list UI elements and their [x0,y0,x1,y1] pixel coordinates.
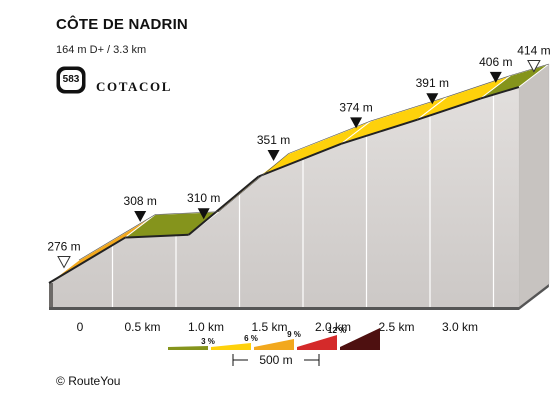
elevation-label: 276 m [47,240,80,254]
cotacol-logo: COTACOL [96,79,172,94]
profile-back-edge [78,63,549,261]
x-tick-label: 1.5 km [251,320,287,334]
climb-stats: 164 m D+ / 3.3 km [56,44,147,56]
x-tick-label: 0 [77,320,84,334]
profile-side-wall [49,87,519,307]
profile-edge [258,142,342,178]
elevation-marker-icon [350,117,363,129]
elevation-label: 308 m [124,194,157,208]
x-tick-label: 1.0 km [188,320,224,334]
legend-swatch [340,328,380,350]
cotacol-number: 583 [62,74,80,85]
profile-edge [188,175,260,236]
copyright-symbol: © [56,374,65,388]
summit-marker-icon [57,256,71,269]
x-tick-label: 2.5 km [378,320,414,334]
legend-swatch [254,339,294,350]
elevation-label: 391 m [416,76,449,90]
legend-swatch [168,346,208,350]
elevation-marker-icon [489,71,502,83]
profile-edge [48,236,126,284]
profile-base-strip [49,284,549,310]
x-tick-label: 3.0 km [442,320,478,334]
legend-label: 12 % [328,326,346,335]
elevation-label: 406 m [479,55,512,69]
profile-edge [480,86,520,100]
elevation-marker-icon [197,208,210,220]
x-tick-label: 2.0 km [315,320,351,334]
profile-edge [416,97,482,121]
profile-end-cap [518,63,550,308]
climb-title: CÔTE DE NADRIN [56,16,188,33]
elevation-label: 351 m [257,133,290,147]
elevation-label: 374 m [339,100,372,114]
summit-marker-icon [527,60,541,73]
profile-edge [340,118,418,145]
profile-left-edge [49,283,53,307]
copyright-notice: © RouteYou [56,374,120,388]
legend-label: 9 % [287,330,301,339]
legend-swatch [211,343,251,350]
scale-bar-label: 500 m [259,353,292,367]
profile-edge [125,233,189,239]
x-tick-label: 0.5 km [124,320,160,334]
copyright-text: RouteYou [68,374,121,388]
elevation-label: 414 m [517,44,550,58]
legend-label: 6 % [244,334,258,343]
elevation-marker-icon [426,93,439,105]
elevation-label: 310 m [187,191,220,205]
legend-label: 3 % [201,337,215,346]
cotacol-badge-icon [56,66,86,94]
legend-swatch [297,335,337,350]
elevation-marker-icon [134,211,147,223]
elevation-marker-icon [267,150,280,161]
